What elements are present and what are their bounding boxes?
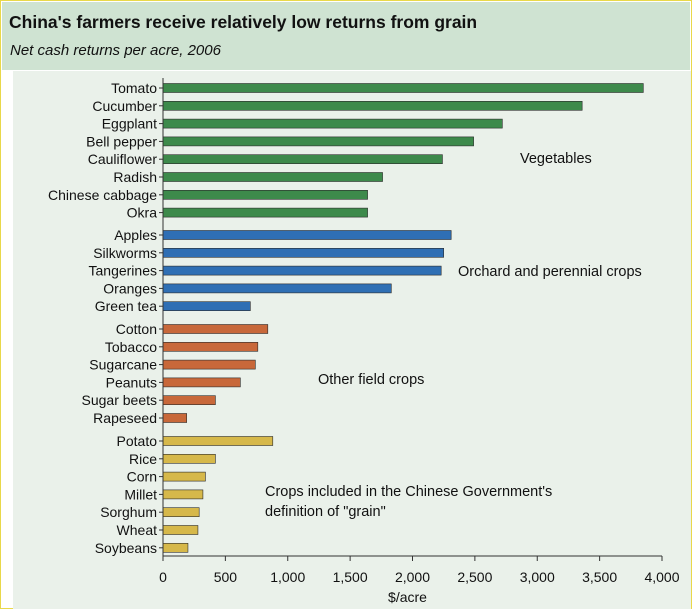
bar-apples — [162, 230, 452, 240]
bar-potato — [162, 436, 274, 446]
bar-wheat — [162, 525, 199, 535]
bar-peanuts — [162, 377, 241, 388]
category-label: Sorghum — [100, 504, 157, 520]
x-tick-label: 500 — [214, 569, 238, 585]
bar-rice — [162, 453, 216, 464]
category-label: Peanuts — [106, 374, 157, 390]
chart-title: China's farmers receive relatively low r… — [9, 12, 478, 32]
category-label: Soybeans — [95, 540, 157, 556]
category-label: Cucumber — [92, 98, 157, 114]
category-label: Tomato — [111, 80, 157, 96]
category-label: Radish — [113, 169, 157, 185]
bar-silkworms — [162, 248, 444, 258]
bar-cauliflower — [162, 154, 443, 164]
x-tick-label: 1,000 — [270, 569, 305, 585]
category-label: Potato — [117, 433, 158, 449]
bar-oranges — [162, 283, 392, 294]
category-label: Millet — [124, 486, 157, 502]
category-label: Oranges — [103, 280, 157, 296]
category-label: Chinese cabbage — [48, 187, 157, 203]
category-label: Silkworms — [93, 245, 157, 261]
x-tick-label: 1,500 — [333, 569, 368, 585]
category-label: Corn — [127, 469, 157, 485]
group-annotation: Other field crops — [318, 372, 424, 388]
bar-soybeans — [162, 542, 189, 553]
category-label: Rice — [129, 451, 157, 467]
category-label: Apples — [114, 227, 157, 243]
category-label: Green tea — [95, 298, 157, 314]
category-label: Rapeseed — [93, 410, 157, 426]
x-tick-label: 3,500 — [582, 569, 617, 585]
x-tick-label: 2,500 — [457, 569, 492, 585]
chart-header: China's farmers receive relatively low r… — [2, 2, 690, 70]
group-annotation: Crops included in the Chinese Government… — [265, 484, 552, 500]
bar-okra — [162, 207, 368, 218]
category-label: Bell pepper — [86, 133, 157, 149]
x-tick-label: 3,000 — [520, 569, 555, 585]
x-tick-label: 0 — [159, 569, 167, 585]
category-label: Cauliflower — [88, 151, 158, 167]
chart-subtitle: Net cash returns per acre, 2006 — [10, 42, 221, 59]
x-axis-label: $/acre — [388, 589, 427, 605]
bar-sorghum — [162, 507, 200, 518]
category-label: Tangerines — [89, 263, 158, 279]
bar-rapeseed — [162, 413, 188, 423]
bar-sugar-beets — [162, 395, 216, 406]
group-annotation: Vegetables — [520, 151, 592, 167]
category-label: Wheat — [117, 522, 158, 538]
bar-cucumber — [162, 101, 583, 111]
category-label: Eggplant — [102, 116, 157, 132]
bar-tomato — [162, 83, 644, 93]
bar-cotton — [162, 324, 269, 334]
x-tick-label: 2,000 — [395, 569, 430, 585]
group-annotation: Orchard and perennial crops — [458, 264, 642, 280]
category-label: Sugarcane — [89, 357, 157, 373]
bar-tangerines — [162, 265, 442, 276]
bar-green-tea — [162, 301, 251, 312]
bar-sugarcane — [162, 359, 256, 370]
bar-eggplant — [162, 118, 503, 129]
category-label: Sugar beets — [82, 392, 158, 408]
category-label: Tobacco — [105, 339, 157, 355]
category-label: Cotton — [116, 321, 157, 337]
bar-chinese-cabbage — [162, 190, 368, 200]
bar-tobacco — [162, 341, 259, 352]
group-annotation: definition of "grain" — [265, 504, 386, 520]
bar-bell-pepper — [162, 136, 474, 147]
bar-corn — [162, 471, 206, 482]
category-label: Okra — [127, 205, 158, 221]
bar-radish — [162, 172, 383, 182]
bar-millet — [162, 489, 204, 500]
x-tick-label: 4,000 — [644, 569, 679, 585]
